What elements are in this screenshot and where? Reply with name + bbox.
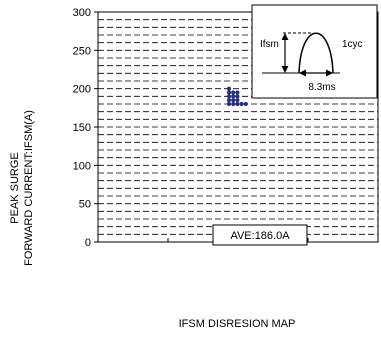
time-arrow-head-right <box>326 69 333 77</box>
data-point <box>226 86 232 91</box>
y-tick-label: 0 <box>85 237 91 249</box>
inset-ifsm-label: Ifsm <box>260 39 279 50</box>
ifsm-arrow-head-up <box>281 33 289 40</box>
ifsm-arrow-head-down <box>281 66 289 73</box>
average-box <box>212 224 308 246</box>
y-tick-label: 250 <box>73 45 91 57</box>
data-point <box>226 90 232 95</box>
data-points <box>226 86 248 107</box>
inset-cycle-label: 1cyc <box>342 39 363 50</box>
y-tick-label: 200 <box>73 84 91 96</box>
data-point <box>231 94 236 99</box>
data-point <box>226 101 232 107</box>
data-point <box>235 94 240 99</box>
data-point <box>226 94 232 99</box>
inset-box <box>251 4 378 99</box>
y-tick-label: 150 <box>73 122 91 134</box>
data-point <box>231 101 236 107</box>
time-arrow-head-left <box>299 69 306 77</box>
data-point <box>235 90 240 95</box>
data-point <box>235 98 240 103</box>
grid-lines <box>98 19 378 242</box>
y-axis-title-line1: PEAK SURGE <box>9 152 21 224</box>
data-point <box>243 101 248 107</box>
y-tick-label: 100 <box>73 160 91 172</box>
y-tick-label: 300 <box>73 7 91 19</box>
data-point <box>226 98 232 103</box>
half-sine-pulse <box>298 32 334 74</box>
y-tick-label: 50 <box>79 199 91 211</box>
data-point <box>239 101 244 107</box>
chart-title: IFSM DISRESION MAP <box>179 318 296 330</box>
data-point <box>231 98 236 103</box>
average-label: AVE:186.0A <box>230 230 290 242</box>
inset-time-label: 8.3ms <box>308 82 335 93</box>
data-point <box>235 101 240 107</box>
y-axis-ticks: 0 50 100 150 200 250 300 <box>73 7 98 249</box>
data-point <box>231 90 236 95</box>
waveform-inset: Ifsm 1cyc 8.3ms <box>251 4 378 99</box>
y-axis-title-line2: FORWARD CURRENT:IFSM(A) <box>23 110 35 266</box>
